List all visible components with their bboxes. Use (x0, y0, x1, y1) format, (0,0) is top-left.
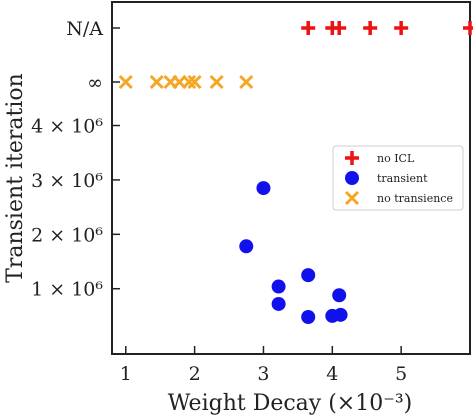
x-axis-label: Weight Decay (×10⁻³) (168, 391, 413, 416)
point-transient (333, 307, 348, 322)
x-axis-ticks: 1 2 3 4 5 (120, 346, 407, 385)
point-transient (271, 279, 286, 294)
point-no-icl (332, 21, 347, 35)
point-no-transience (149, 74, 164, 90)
point-transient (256, 181, 271, 196)
plot-area-border (111, 1, 471, 355)
point-no-transience (187, 74, 202, 90)
legend-marker-no-icl (345, 151, 359, 165)
point-no-icl (463, 21, 473, 35)
y-tick-label: 2 × 10⁶ (31, 224, 103, 246)
y-axis-ticks: 1 × 10⁶ 2 × 10⁶ 3 × 10⁶ 4 × 10⁶ ∞ N/A (31, 18, 120, 301)
point-transient (332, 288, 347, 303)
legend: no ICL transient no transience (332, 145, 464, 211)
y-tick-label: 3 × 10⁶ (31, 170, 103, 192)
data-points (118, 21, 473, 325)
legend-box (332, 145, 464, 211)
y-tick-label: ∞ (87, 72, 103, 94)
legend-label-no-transience: no transience (377, 192, 453, 205)
point-no-transience (182, 74, 197, 90)
x-tick-label: 4 (326, 363, 338, 385)
point-transient (301, 310, 316, 325)
x-tick-label: 1 (120, 363, 132, 385)
point-no-icl (394, 21, 409, 35)
x-tick-label: 2 (189, 363, 201, 385)
legend-marker-no-transience (344, 190, 360, 206)
x-tick-label: 3 (257, 363, 269, 385)
point-transient (301, 268, 316, 283)
y-tick-label: 1 × 10⁶ (31, 279, 103, 301)
legend-marker-transient (345, 171, 359, 185)
point-no-transience (239, 74, 254, 90)
y-tick-label: 4 × 10⁶ (31, 116, 103, 138)
point-no-icl (363, 21, 378, 35)
point-no-icl (301, 21, 316, 35)
x-tick-label: 5 (395, 363, 407, 385)
point-no-transience (118, 74, 133, 90)
point-transient (271, 296, 286, 311)
y-axis-label: Transient iteration (3, 73, 28, 283)
legend-label-no-icl: no ICL (377, 152, 415, 165)
y-tick-label: N/A (66, 18, 103, 40)
point-no-transience (209, 74, 224, 90)
point-transient (239, 239, 254, 254)
legend-label-transient: transient (377, 172, 428, 185)
plot-frame (111, 1, 471, 355)
